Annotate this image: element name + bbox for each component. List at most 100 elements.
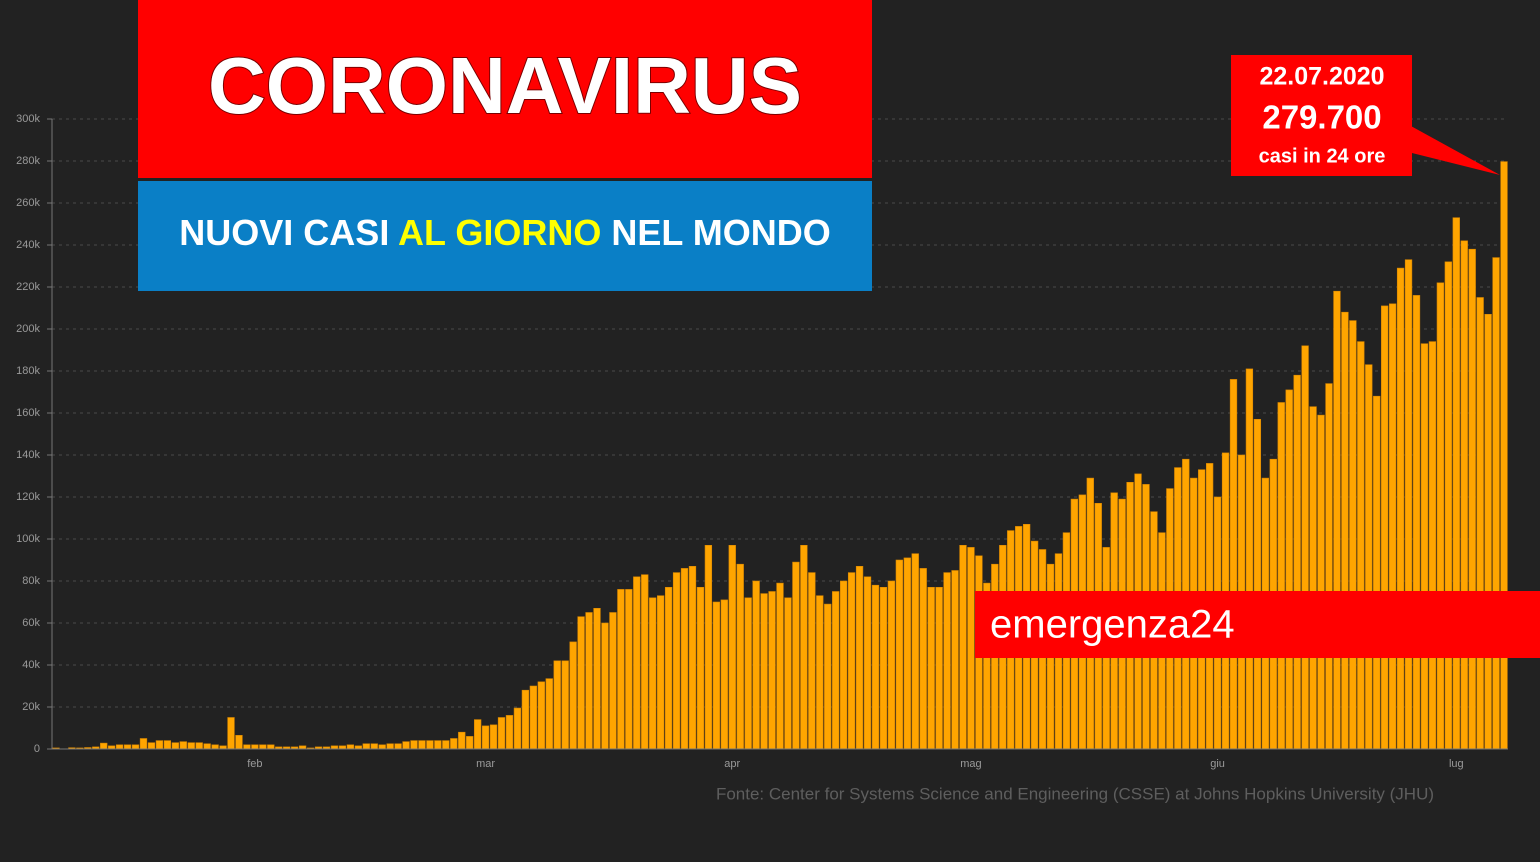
bar — [1333, 290, 1341, 750]
bar — [633, 576, 641, 750]
bar — [370, 743, 378, 750]
y-tick-label: 80k — [22, 575, 40, 587]
bar — [1349, 320, 1357, 750]
bar — [672, 572, 681, 750]
y-tick-label: 140k — [16, 449, 40, 461]
bar — [386, 743, 394, 750]
bar — [1492, 257, 1500, 750]
x-tick-label: lug — [1449, 758, 1464, 770]
bar — [1301, 345, 1309, 750]
bar — [410, 740, 418, 750]
bar — [887, 580, 896, 750]
y-tick-label: 240k — [16, 239, 40, 251]
bar — [195, 742, 203, 750]
x-tick-label: apr — [724, 758, 740, 770]
bar — [434, 740, 442, 750]
bar — [680, 568, 689, 750]
bar — [847, 572, 856, 750]
bar — [871, 584, 880, 750]
y-tick-label: 100k — [16, 533, 40, 545]
bar — [1245, 368, 1254, 750]
title-box — [138, 0, 872, 178]
bar — [752, 580, 760, 750]
bar — [609, 612, 617, 750]
bar — [855, 565, 864, 750]
bar — [863, 576, 872, 750]
x-tick-label: feb — [247, 758, 262, 770]
source: Fonte: Center for Systems Science and En… — [716, 784, 1434, 803]
bar — [943, 572, 951, 750]
bar — [1285, 389, 1293, 750]
bar — [227, 717, 235, 750]
bar — [1357, 341, 1365, 750]
bar — [1468, 248, 1476, 750]
bar — [959, 544, 967, 750]
bar — [641, 574, 649, 750]
bar — [346, 744, 355, 750]
bar — [919, 568, 927, 750]
bar — [115, 744, 124, 750]
y-tick-label: 280k — [16, 155, 40, 167]
bar — [378, 744, 386, 750]
bar — [131, 744, 140, 750]
bar — [561, 660, 569, 750]
subtitle: NUOVI CASI AL GIORNO NEL MONDO — [179, 212, 830, 253]
x-tick-label: mag — [960, 758, 981, 770]
bar — [712, 601, 720, 750]
bar — [171, 742, 179, 750]
bar — [664, 586, 673, 750]
bar — [251, 744, 259, 750]
bar — [1388, 303, 1397, 750]
bar — [951, 570, 959, 750]
subtitle-box — [138, 181, 872, 291]
bar — [147, 742, 156, 750]
bar — [569, 641, 577, 750]
x-tick-label: giu — [1210, 758, 1225, 770]
bar — [203, 743, 211, 750]
y-tick-label: 160k — [16, 407, 40, 419]
bar — [720, 599, 728, 750]
x-tick-label: mar — [476, 758, 495, 770]
bar — [744, 597, 752, 750]
bar — [553, 660, 561, 750]
y-tick-label: 120k — [16, 491, 40, 503]
bar — [816, 595, 824, 750]
bar — [1325, 383, 1333, 750]
y-tick-label: 0 — [34, 743, 40, 755]
bar — [1309, 406, 1317, 750]
bar — [521, 689, 530, 750]
bar — [625, 589, 633, 750]
bar — [1404, 259, 1413, 750]
bar — [394, 743, 402, 750]
y-tick-label: 200k — [16, 323, 40, 335]
bar — [489, 724, 498, 750]
bar — [1428, 341, 1437, 750]
bar — [1436, 282, 1445, 750]
bar — [362, 743, 370, 750]
bar — [545, 678, 553, 750]
bar — [537, 681, 545, 750]
y-tick-label: 180k — [16, 365, 40, 377]
bar — [100, 742, 108, 750]
bar — [505, 715, 514, 750]
bar — [1229, 379, 1238, 750]
bar — [688, 565, 697, 750]
bar — [442, 740, 450, 750]
bar — [211, 744, 219, 750]
subtitle-highlight: AL GIORNO — [398, 212, 601, 253]
bar — [1460, 240, 1468, 750]
callout-date: 22.07.2020 — [1259, 63, 1384, 91]
bar — [792, 561, 800, 750]
bar — [768, 591, 776, 750]
bar — [776, 582, 784, 750]
bar — [696, 586, 705, 750]
bar — [1317, 414, 1325, 750]
bar — [458, 731, 466, 750]
subtitle-part: NUOVI CASI — [179, 212, 389, 253]
bar — [601, 622, 609, 750]
callout-pointer — [1400, 120, 1500, 175]
bar — [259, 744, 267, 750]
bar — [967, 547, 975, 750]
bar — [593, 607, 601, 750]
